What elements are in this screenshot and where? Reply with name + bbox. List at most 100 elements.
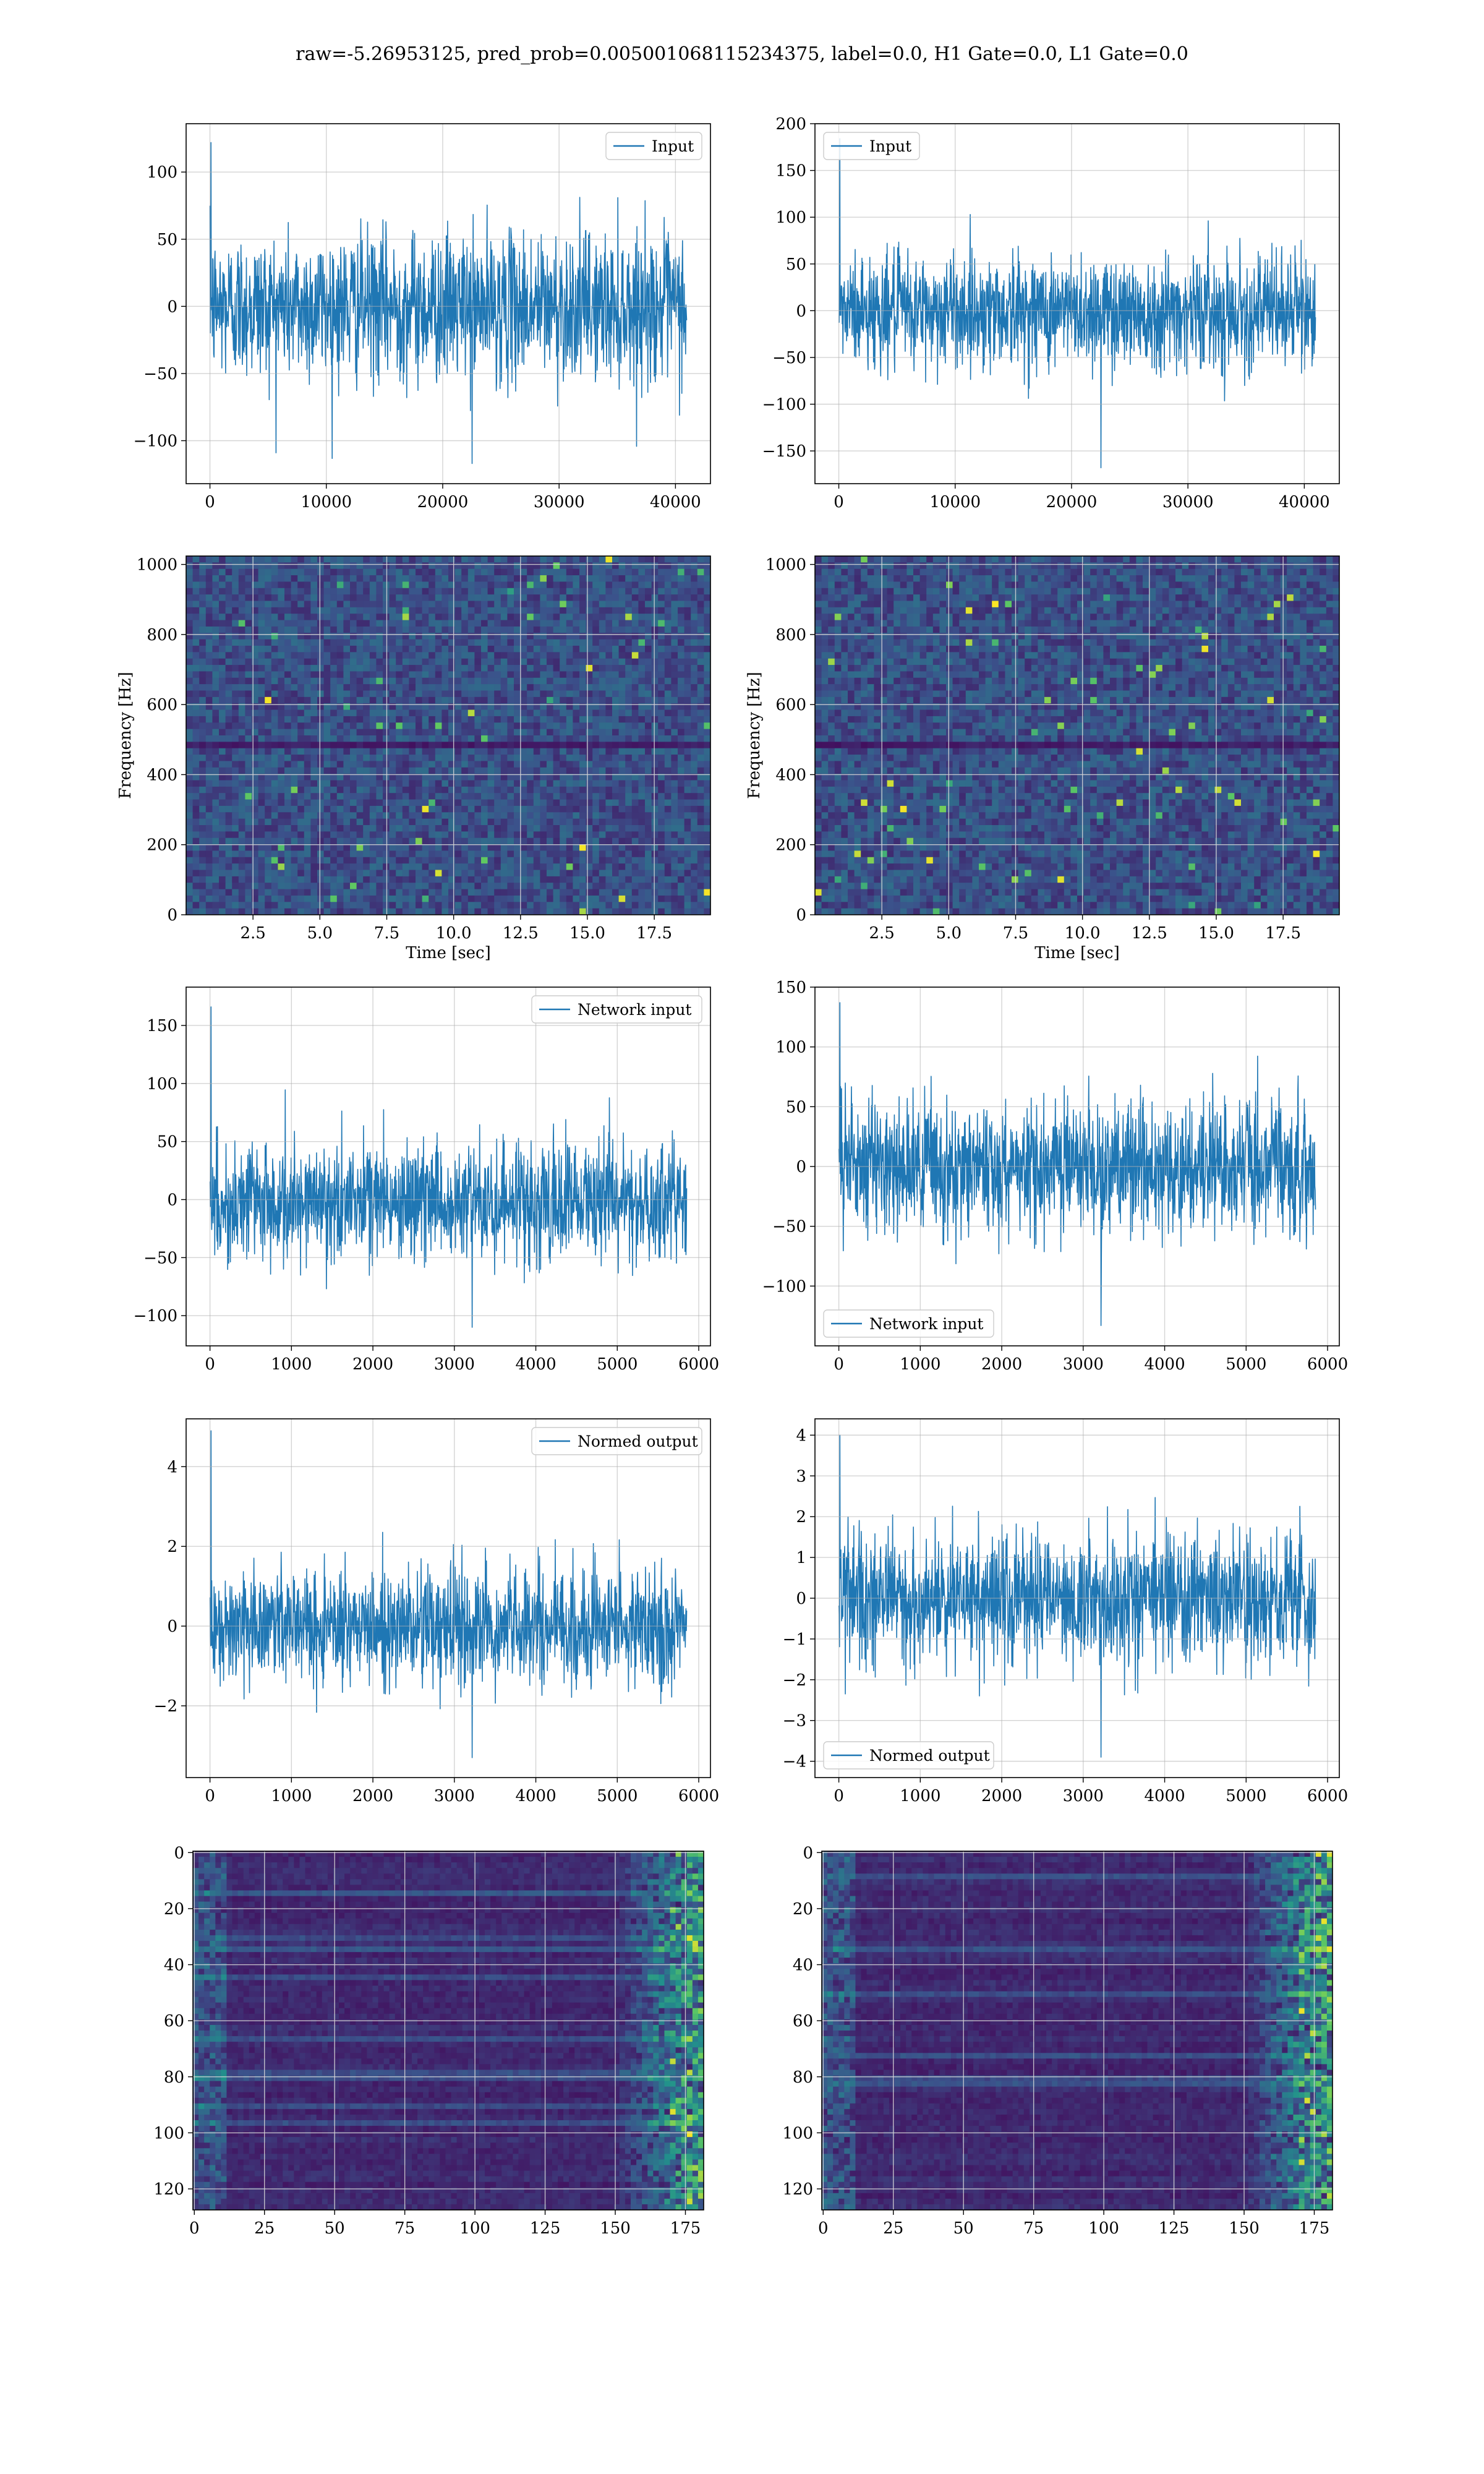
y-tick-label: −4 — [783, 1753, 806, 1771]
y-tick-label: −100 — [134, 1307, 177, 1325]
y-tick-label: −2 — [783, 1671, 806, 1690]
legend-box — [823, 1309, 994, 1338]
plot-area — [186, 987, 710, 1346]
plot-area — [186, 1419, 710, 1778]
x-tick-label: 75 — [1023, 2219, 1044, 2238]
legend-label: Network input — [869, 1315, 983, 1333]
y-tick-label: −2 — [154, 1697, 177, 1716]
subplot-1: 0 10000 20000 30000 40000 −100 −50 0 50 100 Input — [134, 123, 711, 511]
x-tick-label: 75 — [394, 2219, 415, 2238]
x-tick-label: 0 — [205, 1787, 215, 1805]
y-tick-label: 150 — [147, 1017, 177, 1035]
legend-label: Network input — [578, 1001, 691, 1019]
x-tick-label: 25 — [883, 2219, 903, 2238]
x-tick-label: 20000 — [417, 493, 469, 511]
x-tick-label: 40000 — [650, 493, 701, 511]
x-tick-label: 6000 — [1307, 1787, 1348, 1805]
x-tick-label: 100 — [1088, 2219, 1119, 2238]
y-tick-label: −100 — [762, 396, 806, 414]
y-tick-label: 50 — [157, 231, 177, 249]
subplot-10: 0 25 50 75 100 125 150 175 0 20 40 60 80 100 120 — [782, 1844, 1333, 2238]
x-tick-label: 1000 — [271, 1787, 312, 1805]
y-tick-label: 40 — [164, 1956, 184, 1975]
x-tick-label: 1000 — [271, 1355, 312, 1374]
y-tick-label: 40 — [793, 1956, 813, 1975]
axes-frame — [821, 1851, 1333, 2211]
x-tick-label: 2000 — [352, 1787, 393, 1805]
y-tick-label: 100 — [147, 1075, 177, 1094]
y-tick-label: 80 — [793, 2068, 813, 2087]
y-tick-label: 0 — [796, 906, 806, 925]
figure-title: raw=-5.26953125, pred_prob=0.00500106811… — [0, 43, 1484, 65]
axes-frame — [186, 555, 711, 915]
x-tick-label: 10.0 — [436, 924, 472, 943]
subplot-2: 0 10000 20000 30000 40000 −150 −100 −50 0 50 100 15… — [762, 115, 1340, 511]
y-tick-label: −3 — [783, 1712, 806, 1731]
legend-label: Normed output — [869, 1747, 990, 1765]
y-tick-label: 0 — [796, 302, 806, 320]
y-tick-label: 0 — [167, 906, 177, 925]
x-tick-label: 15.0 — [569, 924, 605, 943]
y-tick-label: 0 — [174, 1844, 184, 1862]
series-line — [209, 1006, 688, 1328]
y-tick-label: 100 — [775, 1038, 806, 1057]
legend-box — [531, 995, 702, 1024]
y-tick-label: 60 — [793, 2012, 813, 2031]
legend: Network input — [531, 995, 702, 1024]
y-axis-label: Frequency [Hz] — [745, 672, 764, 799]
legend: Normed output — [531, 1427, 702, 1455]
legend: Input — [605, 132, 702, 160]
x-tick-label: 5000 — [597, 1787, 638, 1805]
x-tick-label: 3000 — [434, 1355, 475, 1374]
x-tick-label: 125 — [1159, 2219, 1190, 2238]
x-tick-label: 0 — [205, 1355, 215, 1374]
x-tick-label: 5.0 — [307, 924, 333, 943]
y-tick-label: 600 — [147, 696, 177, 714]
subplot-5: 0 1000 2000 3000 4000 5000 6000 −100 −50 0 50 100 15… — [134, 987, 719, 1374]
x-tick-label: 15.0 — [1198, 924, 1234, 943]
y-tick-label: 1000 — [137, 556, 177, 575]
legend-box — [605, 132, 702, 160]
x-tick-label: 4000 — [515, 1355, 556, 1374]
x-axis-label: Time [sec] — [1034, 944, 1120, 962]
subplot-6: 0 1000 2000 3000 4000 5000 6000 −100 −50 0 50 100 15… — [762, 978, 1349, 1374]
y-tick-label: 0 — [167, 1191, 177, 1209]
x-tick-label: 50 — [325, 2219, 345, 2238]
axes-frame — [814, 555, 1340, 915]
series-line — [838, 138, 1316, 469]
axes-frame — [192, 1851, 704, 2211]
plot-area — [815, 1419, 1339, 1778]
y-tick-label: 150 — [775, 978, 806, 997]
axes-frame — [814, 123, 1340, 484]
x-tick-label: 0 — [818, 2219, 829, 2238]
x-tick-label: 5000 — [597, 1355, 638, 1374]
x-tick-label: 100 — [459, 2219, 490, 2238]
x-tick-label: 6000 — [1307, 1355, 1348, 1374]
y-tick-label: 400 — [775, 766, 806, 784]
x-axis-label: Time [sec] — [406, 944, 491, 962]
legend: Input — [823, 132, 920, 160]
legend-label: Input — [869, 137, 911, 155]
y-tick-label: 0 — [796, 1158, 806, 1176]
y-tick-label: 100 — [147, 163, 177, 182]
x-tick-label: 1000 — [900, 1787, 940, 1805]
y-tick-label: 2 — [796, 1508, 806, 1526]
x-tick-label: 50 — [953, 2219, 974, 2238]
x-tick-label: 175 — [1299, 2219, 1330, 2238]
y-tick-label: 100 — [782, 2124, 813, 2142]
x-tick-label: 0 — [189, 2219, 200, 2238]
legend-label: Normed output — [578, 1432, 698, 1450]
y-tick-label: −50 — [143, 365, 177, 383]
plot-area — [815, 987, 1339, 1346]
x-tick-label: 5.0 — [936, 924, 962, 943]
x-tick-label: 6000 — [678, 1787, 719, 1805]
x-tick-label: 3000 — [1063, 1787, 1104, 1805]
y-axis-label: Frequency [Hz] — [116, 672, 135, 799]
y-tick-label: 80 — [164, 2068, 184, 2087]
series-line — [838, 1002, 1316, 1326]
y-tick-label: −150 — [762, 442, 806, 461]
y-tick-label: 120 — [782, 2180, 813, 2199]
series-line — [209, 1430, 688, 1758]
plot-area — [186, 556, 710, 915]
axes-frame — [186, 123, 711, 484]
